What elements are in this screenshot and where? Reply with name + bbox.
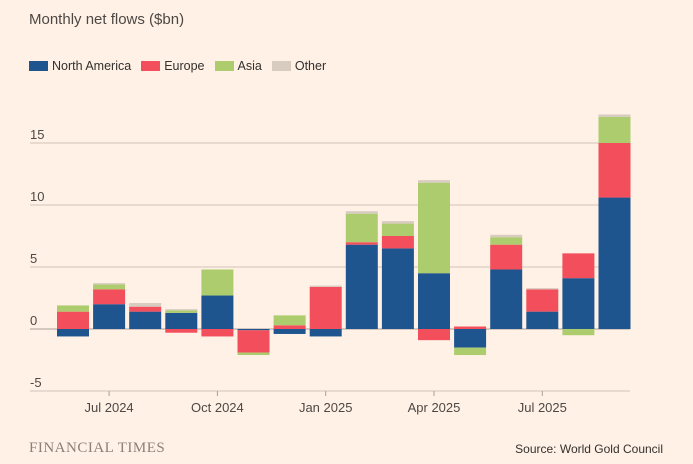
bar-segment-europe [129, 306, 162, 312]
bar-segment-asia [454, 347, 487, 356]
bar-segment-europe [381, 236, 414, 249]
legend-item: Europe [141, 59, 205, 73]
legend-item: North America [29, 59, 131, 73]
bar-segment-asia [93, 284, 126, 290]
bar-segment-north-america [526, 311, 559, 329]
bar-segment-europe [57, 311, 89, 329]
x-tick-label: Apr 2025 [408, 400, 461, 415]
bar-segment-europe [345, 242, 378, 245]
bar-segment-north-america [57, 329, 89, 337]
chart-title: Monthly net flows ($bn) [29, 11, 185, 28]
bar-segment-asia [381, 223, 414, 236]
bar-segment-north-america [273, 329, 306, 334]
bar-segment-asia [345, 213, 378, 243]
bar-segment-other [526, 288, 559, 290]
bar-segment-asia [562, 329, 595, 336]
bar-segment-north-america [93, 304, 126, 329]
bar-segment-other [165, 309, 198, 311]
bar-segment-other [309, 285, 342, 287]
y-tick-label: -5 [30, 375, 42, 390]
bar-segment-north-america [381, 248, 414, 329]
bar-segment-europe [454, 326, 487, 329]
legend-swatch [29, 61, 48, 71]
bar-segment-north-america [418, 273, 450, 329]
legend: North America Europe Asia Other [29, 59, 326, 73]
bar-segment-europe [273, 325, 306, 329]
bar-segment-asia [57, 305, 89, 312]
bar-segment-north-america [165, 312, 198, 329]
legend-label: Asia [237, 59, 262, 73]
bar-segment-north-america [598, 197, 631, 329]
y-tick-label: 0 [30, 313, 37, 328]
bar-segment-asia [165, 310, 198, 313]
bar-segment-asia [418, 182, 450, 274]
bar-segment-asia [201, 269, 234, 296]
legend-label: North America [52, 59, 132, 73]
bar-segment-europe [309, 286, 342, 329]
bar-segment-europe [598, 143, 631, 198]
bar-segment-asia [490, 237, 523, 245]
bar-segment-asia [273, 315, 306, 326]
bar-segment-europe [165, 329, 198, 333]
bar-segment-europe [93, 289, 126, 305]
bar-segment-other [418, 180, 450, 183]
bar-segment-europe [237, 330, 270, 353]
bar-segment-asia [598, 116, 631, 143]
bar-segment-asia [237, 352, 270, 356]
legend-swatch [271, 61, 291, 71]
bar-segment-north-america [129, 311, 162, 329]
bar-segment-europe [526, 289, 559, 312]
legend-swatch [214, 61, 234, 71]
bar-segment-other [490, 234, 523, 238]
bar-segment-north-america [237, 329, 270, 331]
bar-segment-north-america [490, 269, 523, 329]
bar-segment-north-america [562, 278, 595, 329]
y-tick-label: 15 [30, 127, 44, 142]
bar-segment-other [93, 283, 126, 285]
x-tick-label: Jul 2024 [85, 400, 134, 415]
bar-segment-europe [418, 329, 450, 341]
bar-segment-other [381, 221, 414, 224]
bar-segment-north-america [309, 329, 342, 337]
bar-segment-other [345, 211, 378, 214]
x-tick-label: Oct 2024 [191, 400, 244, 415]
bar-segment-europe [490, 244, 523, 270]
legend-item: Other [271, 59, 327, 73]
bar-segment-north-america [201, 295, 234, 329]
y-tick-label: 10 [30, 189, 44, 204]
bar-segment-other [129, 302, 162, 307]
legend-swatch [141, 61, 161, 71]
x-tick-label: Jul 2025 [518, 400, 567, 415]
bar-segment-other [598, 114, 631, 117]
bar-segment-north-america [454, 329, 487, 348]
ft-logo: FINANCIAL TIMES [29, 440, 166, 456]
bar-segment-north-america [345, 244, 378, 329]
legend-item: Asia [214, 59, 262, 73]
bar-segment-europe [201, 329, 234, 337]
source-note: Source: World Gold Council [515, 442, 663, 456]
y-tick-label: 5 [30, 251, 37, 266]
legend-label: Other [294, 59, 327, 73]
bar-segment-europe [562, 253, 595, 279]
legend-label: Europe [164, 59, 205, 73]
x-tick-label: Jan 2025 [299, 400, 353, 415]
